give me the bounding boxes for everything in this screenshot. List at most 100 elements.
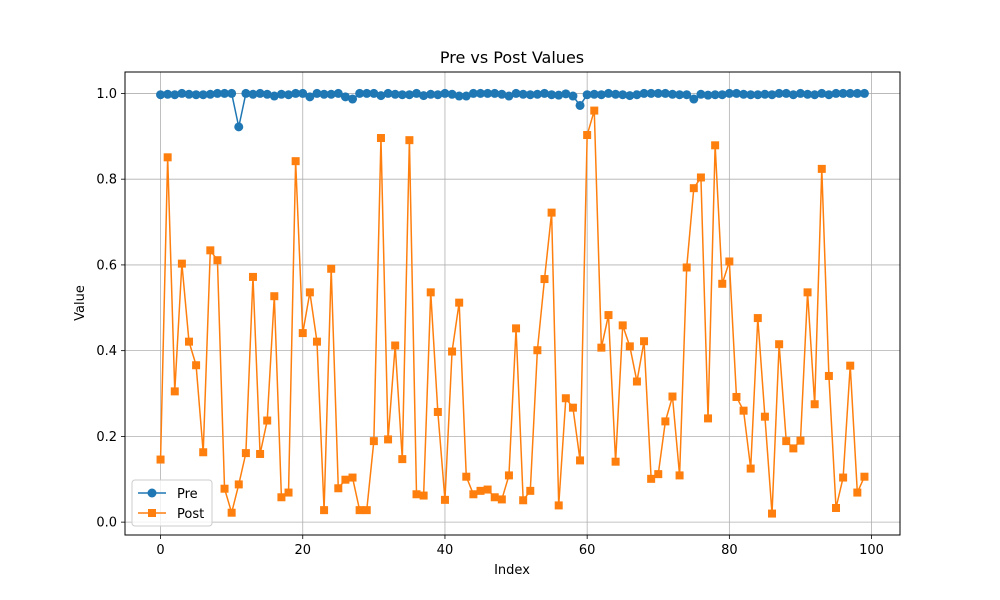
data-point-pre [440, 88, 450, 98]
data-point-pre [589, 89, 599, 99]
data-point-pre [639, 88, 649, 98]
data-point-post [263, 416, 272, 425]
data-point-pre [234, 122, 244, 132]
data-point-pre [269, 91, 279, 101]
data-point-post [533, 346, 542, 355]
data-point-pre [831, 88, 841, 98]
data-point-post [391, 341, 400, 350]
data-point-post [775, 340, 784, 349]
data-point-pre [667, 89, 677, 99]
data-point-post [433, 407, 442, 416]
series-post [156, 106, 869, 518]
data-point-pre [170, 90, 180, 100]
data-point-pre [156, 90, 166, 100]
data-point-pre [653, 88, 663, 98]
data-point-post [256, 449, 265, 458]
data-point-pre [511, 88, 521, 98]
data-point-post [704, 414, 713, 423]
data-point-pre [689, 94, 699, 104]
data-point-post [305, 288, 314, 297]
data-point-pre [483, 88, 493, 98]
grid [125, 72, 900, 535]
data-point-pre [369, 88, 379, 98]
data-point-post [476, 486, 485, 495]
data-point-pre [618, 90, 628, 100]
data-point-pre [739, 89, 749, 99]
y-tick-label: 0.2 [96, 430, 117, 445]
data-point-post [156, 455, 165, 464]
data-point-pre [291, 88, 301, 98]
data-point-post [455, 298, 464, 307]
data-point-pre [447, 89, 457, 99]
data-point-pre [611, 89, 621, 99]
data-point-pre [284, 90, 294, 100]
legend-marker-post [148, 509, 156, 517]
legend-label-post: Post [177, 507, 204, 522]
data-point-post [284, 488, 293, 497]
data-point-post [746, 464, 755, 473]
data-point-post [426, 288, 435, 297]
data-point-post [312, 337, 321, 346]
data-point-pre [675, 90, 685, 100]
chart-title: Pre vs Post Values [440, 48, 584, 67]
data-point-post [241, 449, 250, 458]
data-point-pre [305, 92, 315, 102]
series-pre [156, 88, 869, 132]
data-point-pre [362, 88, 372, 98]
data-point-post [782, 437, 791, 446]
data-point-post [234, 480, 243, 489]
data-point-post [718, 279, 727, 288]
data-point-pre [326, 89, 336, 99]
data-point-post [490, 493, 499, 502]
data-point-post [739, 406, 748, 415]
data-point-post [711, 141, 720, 150]
data-point-post [540, 275, 549, 284]
data-point-post [298, 329, 307, 338]
data-point-pre [184, 89, 194, 99]
data-point-post [682, 263, 691, 272]
data-point-post [725, 257, 734, 266]
data-point-pre [454, 91, 464, 101]
data-point-pre [504, 91, 514, 101]
data-point-post [554, 501, 563, 510]
data-point-pre [703, 90, 713, 100]
data-point-post [846, 361, 855, 370]
data-point-post [405, 136, 414, 145]
legend-label-pre: Pre [177, 487, 198, 502]
data-point-post [177, 259, 186, 268]
data-point-post [590, 106, 599, 115]
data-point-pre [348, 94, 358, 104]
data-point-post [768, 509, 777, 518]
data-point-post [384, 435, 393, 444]
data-point-pre [220, 88, 230, 98]
data-point-pre [852, 88, 862, 98]
data-point-pre [817, 88, 827, 98]
data-point-post [753, 314, 762, 323]
y-tick-label: 0.6 [96, 258, 117, 273]
data-point-post [760, 412, 769, 421]
data-point-pre [575, 100, 585, 110]
data-point-pre [696, 89, 706, 99]
data-point-post [810, 400, 819, 409]
data-point-pre [810, 90, 820, 100]
data-point-pre [191, 90, 201, 100]
data-point-pre [682, 90, 692, 100]
data-point-post [184, 337, 193, 346]
data-point-post [440, 495, 449, 504]
data-point-post [291, 157, 300, 166]
data-point-pre [724, 88, 734, 98]
data-point-post [369, 437, 378, 446]
data-point-pre [404, 90, 414, 100]
legend-marker-pre [147, 488, 157, 498]
data-point-post [327, 264, 336, 273]
data-point-pre [646, 88, 656, 98]
data-point-pre [198, 90, 208, 100]
x-tick-label: 40 [437, 543, 454, 558]
data-point-post [227, 508, 236, 517]
data-point-post [163, 153, 172, 162]
data-point-pre [838, 88, 848, 98]
data-point-post [860, 472, 869, 481]
data-point-pre [568, 91, 578, 101]
data-point-post [320, 506, 329, 515]
